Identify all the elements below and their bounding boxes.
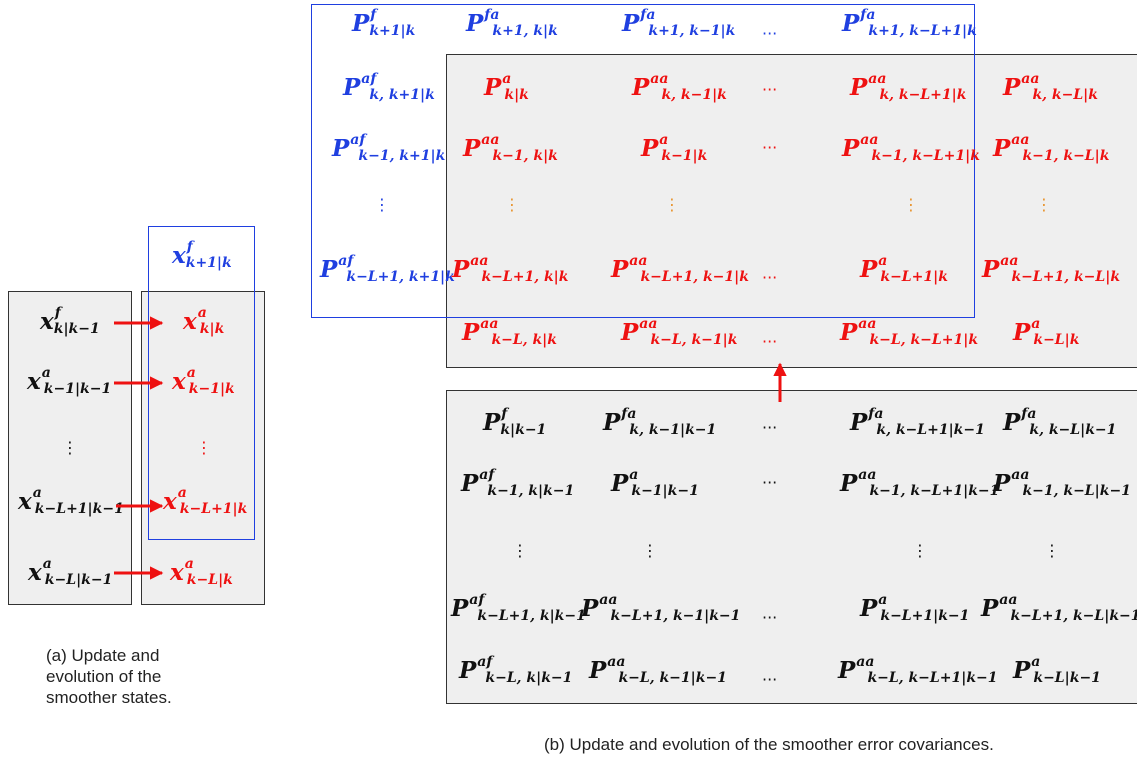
cov-updated-0-1: Paak, k−1|k [632,71,727,103]
cov-forecast-row-0: Pfk+1|k [352,7,416,39]
cov-updated-3-3: Pak−L|k [1013,316,1080,348]
caption-a-line-1: (a) Update and [46,646,160,665]
state-prior-0: xfk|k−1 [40,305,100,337]
cov-forecast-row-2: Pfak+1, k−1|k [622,7,736,39]
cov-updated-3-hdots: ··· [762,332,778,351]
cov-prior-3-hdots: ··· [762,670,778,689]
state-prior-vdots: ⋮ [62,438,78,457]
cov-prior-2-hdots: ··· [762,608,778,627]
cov-prior-3-2: Paak−L, k−L+1|k−1 [838,654,998,686]
caption-a-line-3: smoother states. [46,688,172,707]
cov-updated-3-2: Paak−L, k−L+1|k [840,316,979,348]
cov-updated-1-3: Paak−1, k−L|k [993,132,1110,164]
cov-updated-2-2: Pak−L+1|k [860,253,948,285]
cov-updated-2-1: Paak−L+1, k−1|k [611,253,749,285]
cov-updated-3-0: Paak−L, k|k [462,316,557,348]
caption-a-line-2: evolution of the [46,667,162,686]
cov-updated-2-3: Paak−L+1, k−L|k [982,253,1121,285]
state-prior-3: xak−L|k−1 [28,556,113,588]
cov-updated-0-0: Pak|k [484,71,529,103]
cov-updated-vdots-1: ⋮ [664,195,680,214]
forecast-covariance-window [311,4,975,318]
prior-covariance-box [446,390,1137,704]
state-updated-vdots: ⋮ [196,438,212,457]
cov-updated-vdots-0: ⋮ [504,195,520,214]
cov-forecast-col-vdots: ⋮ [374,195,390,214]
cov-prior-2-2: Pak−L+1|k−1 [860,592,970,624]
cov-prior-0-3: Pfak, k−L|k−1 [1003,406,1117,438]
state-updated-2: xak−L+1|k [163,485,248,517]
cov-updated-2-hdots: ··· [762,268,778,287]
cov-prior-1-2: Paak−1, k−L+1|k−1 [840,467,1000,499]
cov-prior-3-3: Pak−L|k−1 [1013,654,1101,686]
cov-prior-vdots-1: ⋮ [642,541,658,560]
cov-updated-0-2: Paak, k−L+1|k [850,71,967,103]
cov-prior-3-1: Paak−L, k−1|k−1 [589,654,727,686]
cov-prior-1-1: Pak−1|k−1 [611,467,699,499]
cov-updated-1-1: Pak−1|k [641,132,708,164]
cov-prior-vdots-3: ⋮ [1044,541,1060,560]
cov-prior-0-1: Pfak, k−1|k−1 [603,406,717,438]
state-update-arrows [114,316,787,580]
cov-forecast-col-1: Pafk−1, k+1|k [332,132,446,164]
cov-updated-3-1: Paak−L, k−1|k [621,316,738,348]
cov-prior-1-0: Pafk−1, k|k−1 [461,467,575,499]
cov-updated-2-0: Paak−L+1, k|k [452,253,569,285]
cov-prior-2-3: Paak−L+1, k−L|k−1 [981,592,1137,624]
cov-forecast-col-2: Pafk−L+1, k+1|k [320,253,455,285]
cov-updated-vdots-2: ⋮ [903,195,919,214]
cov-updated-1-hdots: ··· [762,138,778,157]
cov-prior-0-hdots: ··· [762,418,778,437]
cov-updated-vdots-3: ⋮ [1036,195,1052,214]
cov-forecast-row-hdots: ··· [762,24,778,43]
state-updated-1: xak−1|k [172,365,235,397]
caption-b: (b) Update and evolution of the smoother… [544,735,994,754]
prior-state-box [8,291,132,605]
updated-state-box [141,291,265,605]
cov-forecast-col-0: Pafk, k+1|k [343,71,435,103]
cov-prior-2-1: Paak−L+1, k−1|k−1 [581,592,741,624]
cov-updated-1-0: Paak−1, k|k [463,132,558,164]
updated-covariance-box [446,54,1137,368]
cov-prior-0-0: Pfk|k−1 [483,406,547,438]
state-updated-0: xak|k [183,305,225,337]
cov-updated-0-3: Paak, k−L|k [1003,71,1098,103]
cov-forecast-row-3: Pfak+1, k−L+1|k [842,7,977,39]
state-updated-3: xak−L|k [170,556,233,588]
cov-prior-1-3: Paak−1, k−L|k−1 [993,467,1131,499]
cov-prior-vdots-2: ⋮ [912,541,928,560]
cov-prior-1-hdots: ··· [762,473,778,492]
cov-updated-0-hdots: ··· [762,80,778,99]
cov-prior-3-0: Pafk−L, k|k−1 [459,654,573,686]
cov-prior-2-0: Pafk−L+1, k|k−1 [451,592,586,624]
state-forecast: xfk+1|k [172,239,232,271]
cov-forecast-row-1: Pfak+1, k|k [466,7,558,39]
state-prior-2: xak−L+1|k−1 [18,485,124,517]
state-prior-1: xak−1|k−1 [27,365,112,397]
cov-prior-0-2: Pfak, k−L+1|k−1 [850,406,985,438]
cov-updated-1-2: Paak−1, k−L+1|k [842,132,980,164]
cov-prior-vdots-0: ⋮ [512,541,528,560]
